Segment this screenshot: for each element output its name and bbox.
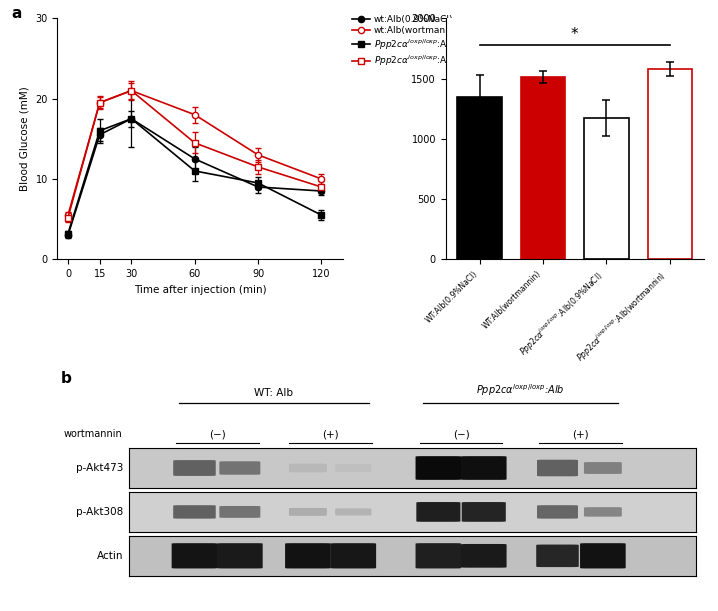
FancyBboxPatch shape [217,543,263,568]
Y-axis label: Blood Glucose (mM): Blood Glucose (mM) [20,86,29,191]
Text: Actin: Actin [97,551,123,561]
FancyBboxPatch shape [537,459,578,477]
Bar [648,69,692,259]
FancyBboxPatch shape [173,460,215,476]
FancyBboxPatch shape [172,543,218,568]
FancyBboxPatch shape [173,505,215,519]
FancyBboxPatch shape [330,543,376,568]
Text: (−): (−) [209,429,225,439]
Text: *: * [571,27,579,42]
Text: p-Akt308: p-Akt308 [76,507,123,517]
FancyBboxPatch shape [580,543,625,568]
X-axis label: Time after injection (min): Time after injection (min) [134,285,266,295]
FancyBboxPatch shape [289,464,327,472]
Text: a: a [11,6,22,21]
FancyBboxPatch shape [416,502,460,522]
FancyBboxPatch shape [416,543,461,568]
FancyBboxPatch shape [335,464,371,472]
FancyBboxPatch shape [289,508,327,516]
Bar [584,118,628,259]
FancyBboxPatch shape [462,502,505,522]
FancyBboxPatch shape [584,507,622,517]
Legend: wt:Alb(0.9%NaCl), wt:Alb(wortmannin), $Ppp2c\alpha^{loxp/loxp}$:Alb(0.9%NaCl), $: wt:Alb(0.9%NaCl), wt:Alb(wortmannin), $P… [348,11,520,72]
FancyBboxPatch shape [537,505,578,519]
FancyBboxPatch shape [536,544,579,567]
Text: p-Akt473: p-Akt473 [76,463,123,473]
FancyBboxPatch shape [220,506,261,518]
FancyBboxPatch shape [461,456,507,480]
FancyBboxPatch shape [584,462,622,474]
FancyBboxPatch shape [335,508,371,516]
FancyBboxPatch shape [416,456,461,480]
FancyBboxPatch shape [461,544,507,568]
FancyBboxPatch shape [285,543,331,568]
Text: WT: Alb: WT: Alb [254,388,294,398]
Text: $Ppp2c\alpha^{loxp/loxp}$:Alb: $Ppp2c\alpha^{loxp/loxp}$:Alb [476,382,565,398]
Bar [521,78,565,259]
Text: (+): (+) [322,429,339,439]
FancyBboxPatch shape [220,461,261,475]
Text: wortmannin: wortmannin [63,429,122,439]
Bar [457,97,502,259]
Text: b: b [61,371,72,386]
Text: (−): (−) [452,429,470,439]
Text: (+): (+) [572,429,589,439]
